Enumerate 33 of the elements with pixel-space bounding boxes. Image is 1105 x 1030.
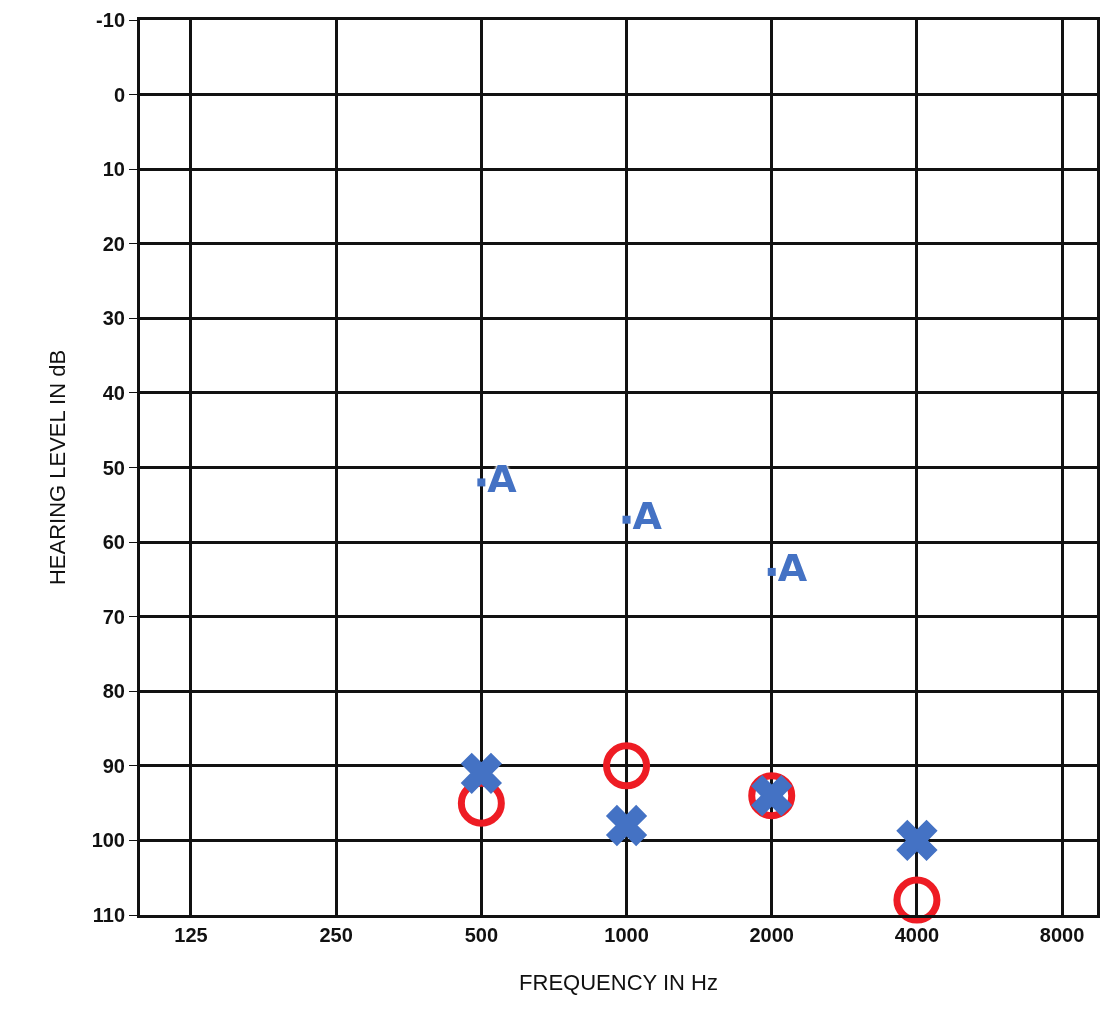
y-tick-label: 110: [92, 904, 125, 926]
y-tick-label: 70: [102, 605, 125, 628]
y-tick-label: 80: [102, 680, 125, 703]
y-tick-label: 20: [102, 232, 125, 255]
x-tick-label: 250: [319, 924, 353, 946]
point: [603, 742, 651, 790]
y-tick-label: 0: [113, 83, 125, 106]
x-tick-label: 125: [174, 924, 208, 946]
point: [767, 567, 776, 576]
y-tick-label: -10: [96, 9, 125, 31]
x-axis-title: FREQUENCY IN Hz: [519, 969, 718, 995]
y-tick-label: 40: [102, 381, 125, 404]
y-axis-title: HEARING LEVEL IN dB: [45, 349, 71, 586]
x-tick-label: 8000: [1039, 924, 1085, 946]
point: [606, 805, 647, 846]
point: [896, 820, 938, 861]
y-tick-label: 100: [91, 829, 125, 852]
data-label: A: [632, 494, 663, 539]
y-tick-label: 60: [102, 531, 125, 554]
point: [622, 515, 631, 524]
point: [893, 876, 941, 924]
point: [477, 478, 486, 487]
x-tick-label: 4000: [894, 924, 940, 946]
y-tick-label: 90: [102, 754, 125, 777]
x-tick-label: 2000: [749, 924, 794, 946]
y-tick-label: 30: [102, 307, 125, 330]
x-tick-label: 1000: [604, 924, 649, 946]
point: [461, 753, 502, 794]
y-tick-label: 50: [102, 456, 125, 479]
x-tick-label: 500: [464, 924, 499, 946]
data-label: A: [777, 546, 808, 591]
y-tick-label: 10: [102, 158, 125, 181]
data-label: A: [487, 456, 518, 501]
